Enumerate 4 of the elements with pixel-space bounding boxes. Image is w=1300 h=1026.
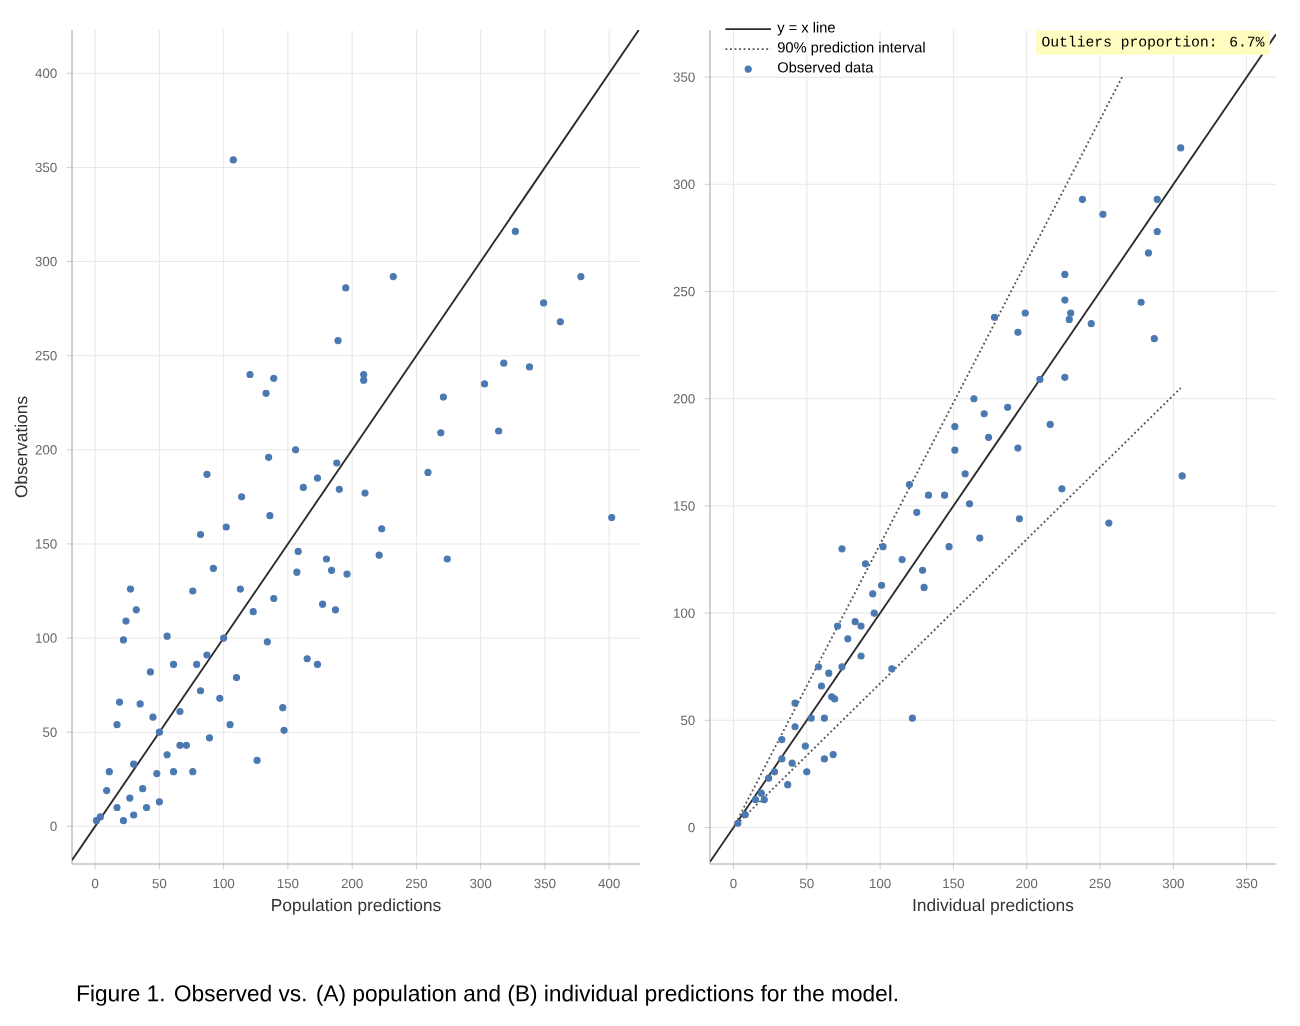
y-axis-title: Observations [14,396,28,498]
x-axis-title: Population predictions [272,898,441,915]
x-axis-title: Individual predictions [913,898,1074,915]
caption: Figure 1. Observed vs. (A) population and (B) individual predictions for the model. [77,984,897,1006]
